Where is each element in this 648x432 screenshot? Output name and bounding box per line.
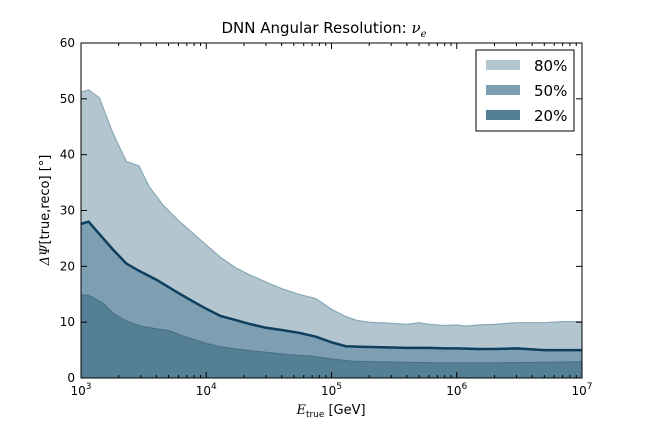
x-axis-label-subscript: true [306, 410, 325, 420]
tick-layer: 0 10 20 30 40 50 60 103 104 105 106 107 [60, 36, 593, 398]
chart-title-text: DNN Angular Resolution: [221, 19, 411, 37]
y-tick-label-2: 20 [60, 259, 75, 273]
y-tick-label-5: 50 [60, 92, 75, 106]
y-tick-label-1: 10 [60, 315, 75, 329]
legend: 80% 50% 20% [475, 49, 575, 132]
x-tick-label-0: 103 [70, 382, 91, 398]
legend-label-0: 80% [534, 57, 567, 75]
y-tick-label-0: 0 [67, 371, 75, 385]
legend-label-1: 50% [534, 82, 567, 100]
y-tick-label-3: 30 [60, 204, 75, 218]
y-axis-label-symbol: ΔΨ [38, 244, 53, 266]
x-tick-label-4: 107 [571, 382, 592, 398]
chart-title-symbol: ν [412, 19, 421, 37]
line-series-1 [80, 220, 582, 352]
legend-swatch-1 [486, 85, 520, 95]
x-tick-label-2: 105 [321, 382, 342, 398]
x-axis-label-unit: [GeV] [328, 403, 365, 418]
y-tick-label-4: 40 [60, 148, 75, 162]
chart-title: DNN Angular Resolution: νe [221, 19, 426, 40]
edge-layer [80, 89, 583, 364]
line-series-0 [80, 89, 582, 327]
y-tick-label-6: 60 [60, 36, 75, 50]
area-layer [81, 89, 582, 379]
legend-swatch-0 [486, 60, 520, 70]
legend-label-2: 20% [534, 107, 567, 125]
y-axis-label: ΔΨ[true,reco] [°] [38, 155, 53, 267]
area-series-1 [81, 221, 582, 378]
line-series-2 [80, 294, 583, 364]
x-tick-label-1: 104 [196, 382, 217, 398]
legend-swatch-2 [486, 110, 520, 120]
chart-title-subscript: e [421, 29, 427, 40]
area-series-2 [81, 294, 582, 378]
y-axis-label-text: [true,reco] [°] [38, 155, 53, 245]
area-series-0 [81, 89, 582, 379]
x-tick-label-3: 106 [446, 382, 467, 398]
x-axis-label: Etrue [GeV] [295, 403, 365, 420]
x-axis-label-symbol: E [295, 403, 306, 418]
